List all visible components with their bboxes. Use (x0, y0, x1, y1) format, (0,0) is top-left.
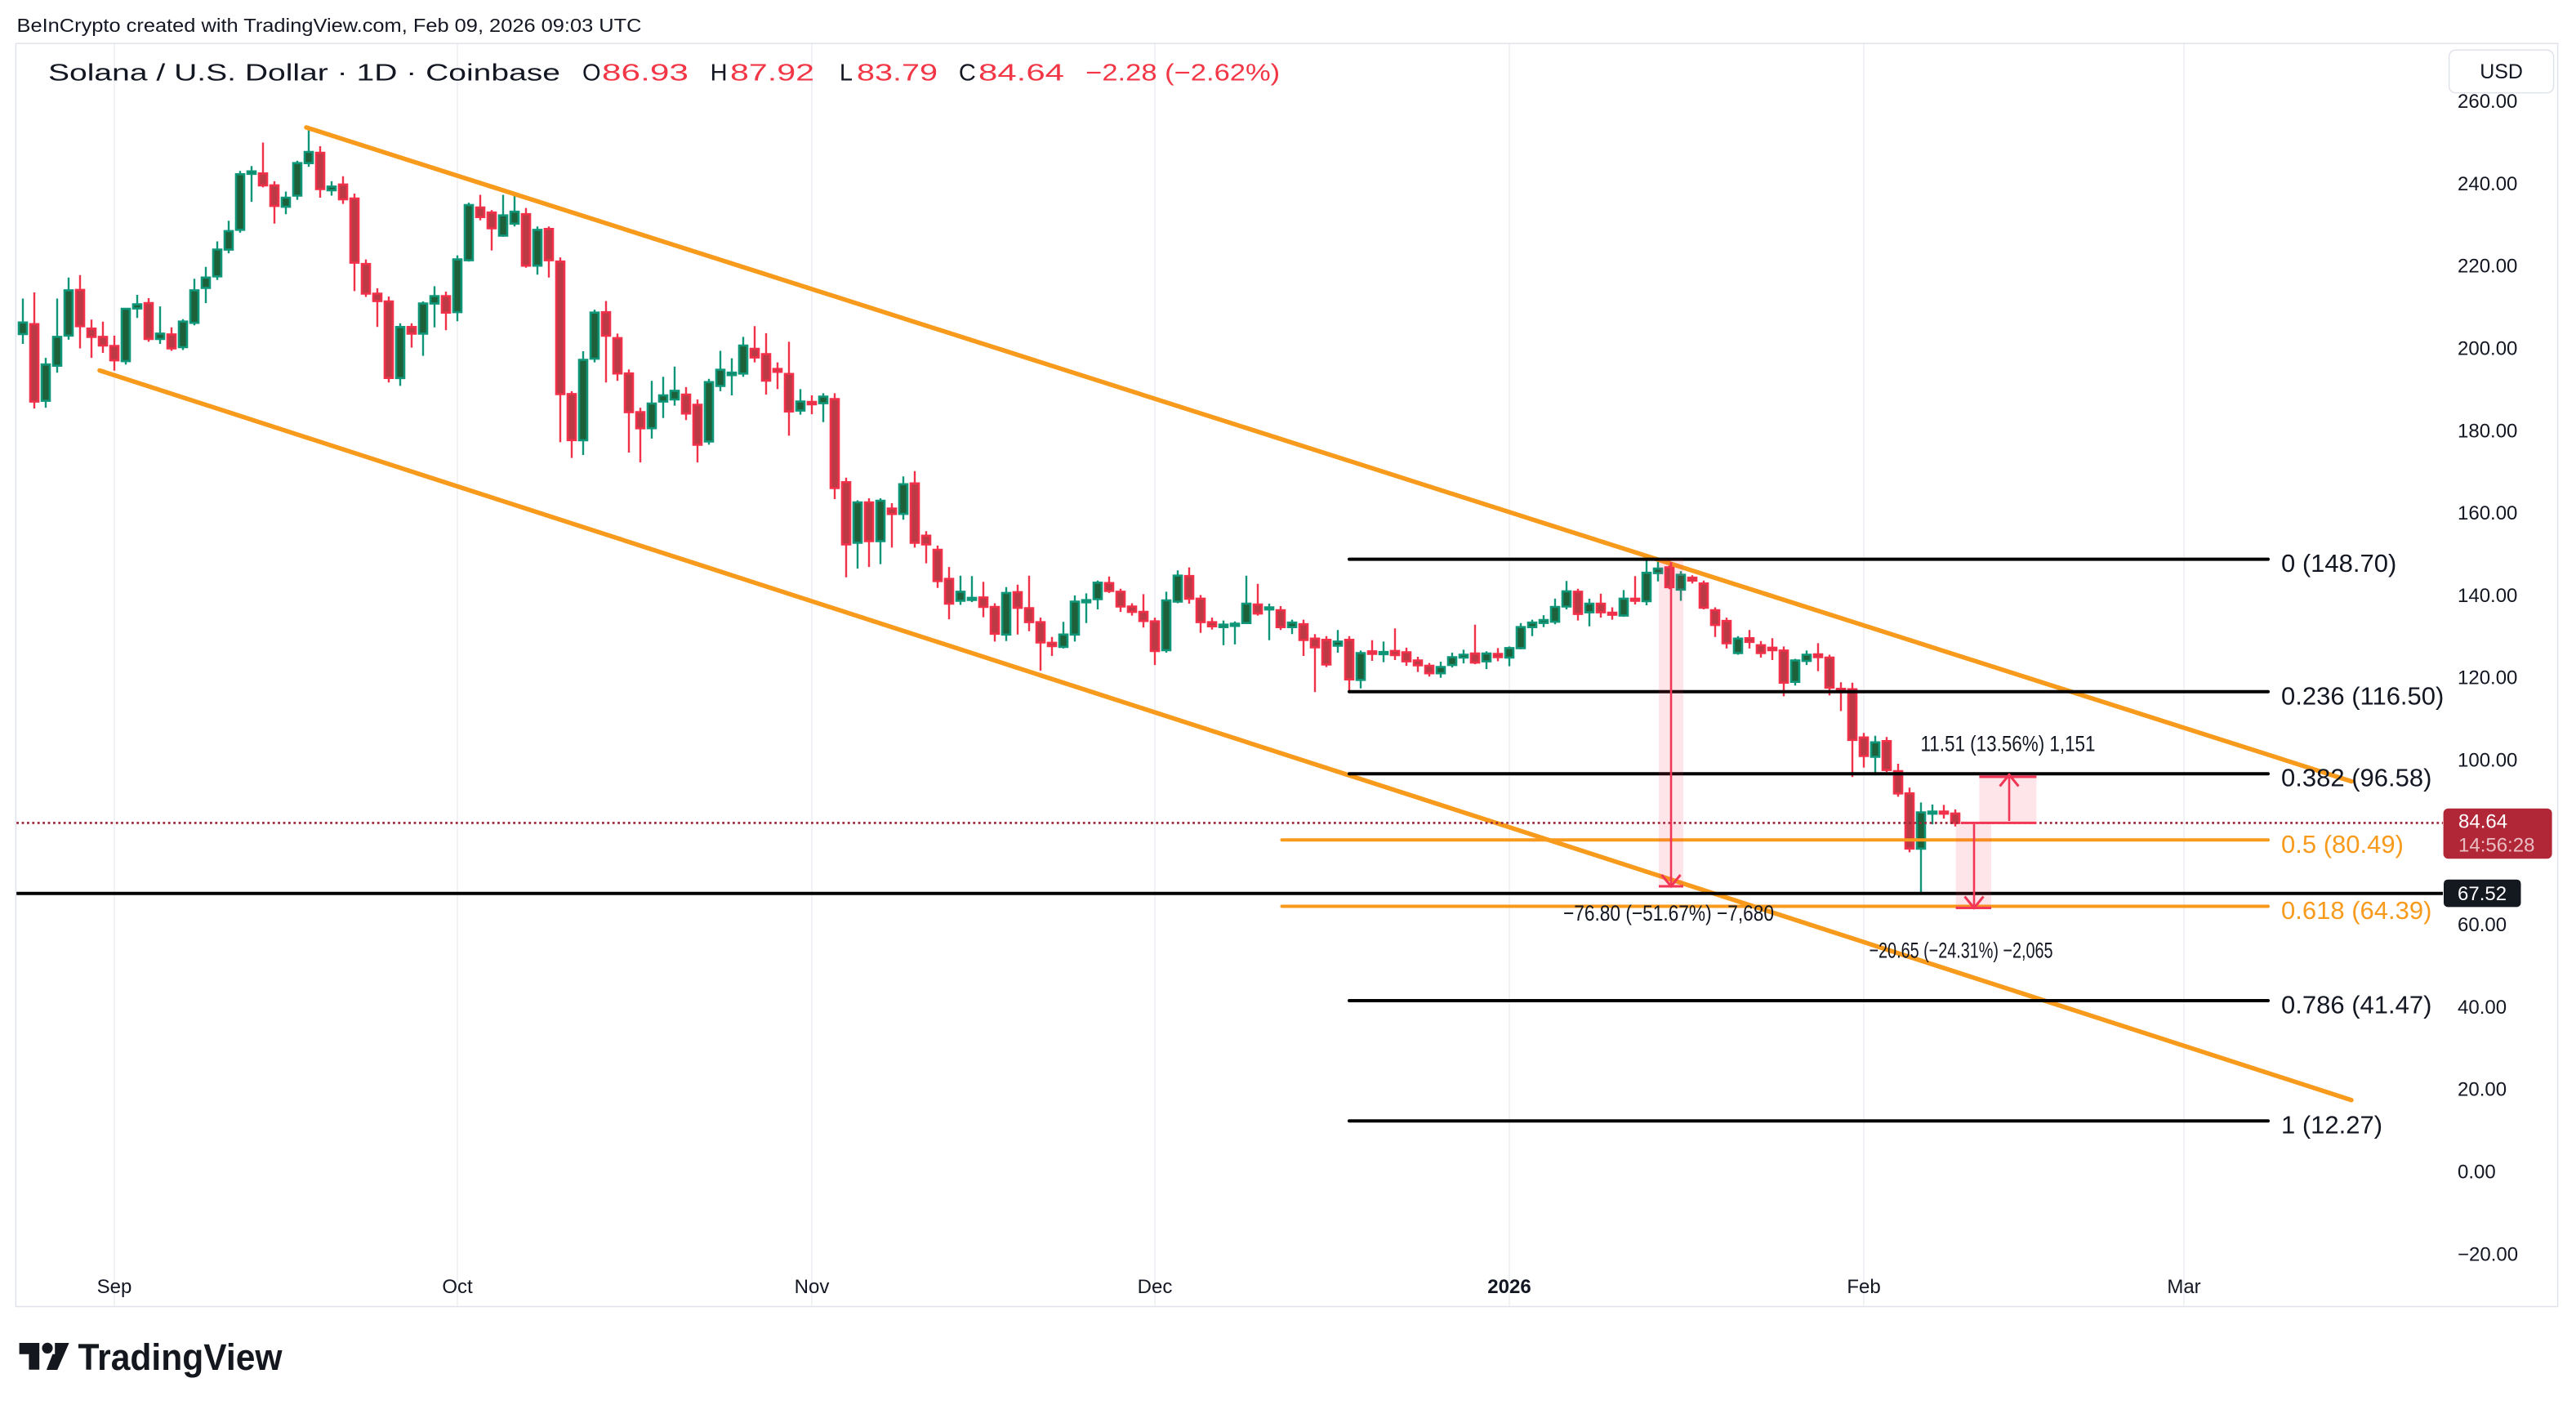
svg-text:Dec: Dec (1138, 1276, 1173, 1298)
svg-text:2026: 2026 (1487, 1276, 1531, 1298)
svg-text:140.00: 140.00 (2458, 585, 2517, 607)
svg-text:180.00: 180.00 (2458, 420, 2517, 442)
svg-text:C: C (959, 60, 976, 87)
svg-text:0 (148.70): 0 (148.70) (2281, 549, 2396, 578)
svg-text:USD: USD (2480, 60, 2523, 83)
svg-text:Mar: Mar (2167, 1276, 2200, 1298)
svg-text:20.00: 20.00 (2458, 1079, 2507, 1101)
svg-text:0.5 (80.49): 0.5 (80.49) (2281, 830, 2404, 859)
svg-text:67.52: 67.52 (2458, 883, 2507, 905)
svg-text:0.236 (116.50): 0.236 (116.50) (2281, 681, 2444, 710)
svg-text:100.00: 100.00 (2458, 750, 2517, 772)
svg-text:83.79: 83.79 (857, 60, 938, 87)
svg-text:1 (12.27): 1 (12.27) (2281, 1111, 2382, 1140)
svg-text:86.93: 86.93 (602, 60, 689, 87)
svg-text:O: O (582, 60, 601, 87)
svg-text:60.00: 60.00 (2458, 914, 2507, 936)
svg-text:TradingView: TradingView (78, 1336, 283, 1378)
svg-text:0.00: 0.00 (2458, 1162, 2496, 1184)
svg-text:240.00: 240.00 (2458, 173, 2517, 195)
svg-text:H: H (711, 60, 728, 87)
svg-text:−20.00: −20.00 (2458, 1243, 2518, 1265)
svg-text:Nov: Nov (795, 1276, 830, 1298)
svg-text:Sep: Sep (97, 1276, 132, 1298)
svg-text:11.51 (13.56%) 1,151: 11.51 (13.56%) 1,151 (1921, 732, 2096, 756)
svg-text:L: L (840, 60, 853, 87)
svg-text:Feb: Feb (1847, 1276, 1880, 1298)
svg-text:220.00: 220.00 (2458, 256, 2517, 278)
svg-text:−20.65 (−24.31%) −2,065: −20.65 (−24.31%) −2,065 (1870, 939, 2053, 963)
svg-text:200.00: 200.00 (2458, 338, 2517, 360)
svg-text:BeInCrypto created with Tradin: BeInCrypto created with TradingView.com,… (17, 15, 642, 36)
svg-text:Solana / U.S. Dollar · 1D · Co: Solana / U.S. Dollar · 1D · Coinbase (48, 60, 560, 87)
svg-text:120.00: 120.00 (2458, 667, 2517, 689)
svg-text:−2.28 (−2.62%): −2.28 (−2.62%) (1085, 60, 1280, 87)
svg-text:−76.80 (−51.67%) −7,680: −76.80 (−51.67%) −7,680 (1563, 901, 1774, 926)
svg-text:0.618 (64.39): 0.618 (64.39) (2281, 896, 2431, 925)
svg-text:14:56:28: 14:56:28 (2458, 835, 2534, 857)
svg-text:84.64: 84.64 (978, 60, 1064, 87)
svg-text:0.786 (41.47): 0.786 (41.47) (2281, 991, 2431, 1019)
svg-text:260.00: 260.00 (2458, 91, 2517, 113)
svg-text:84.64: 84.64 (2458, 811, 2507, 833)
svg-text:87.92: 87.92 (730, 60, 814, 87)
svg-text:0.382 (96.58): 0.382 (96.58) (2281, 764, 2431, 792)
svg-text:Oct: Oct (442, 1276, 473, 1298)
svg-text:160.00: 160.00 (2458, 502, 2517, 524)
svg-text:40.00: 40.00 (2458, 997, 2507, 1019)
